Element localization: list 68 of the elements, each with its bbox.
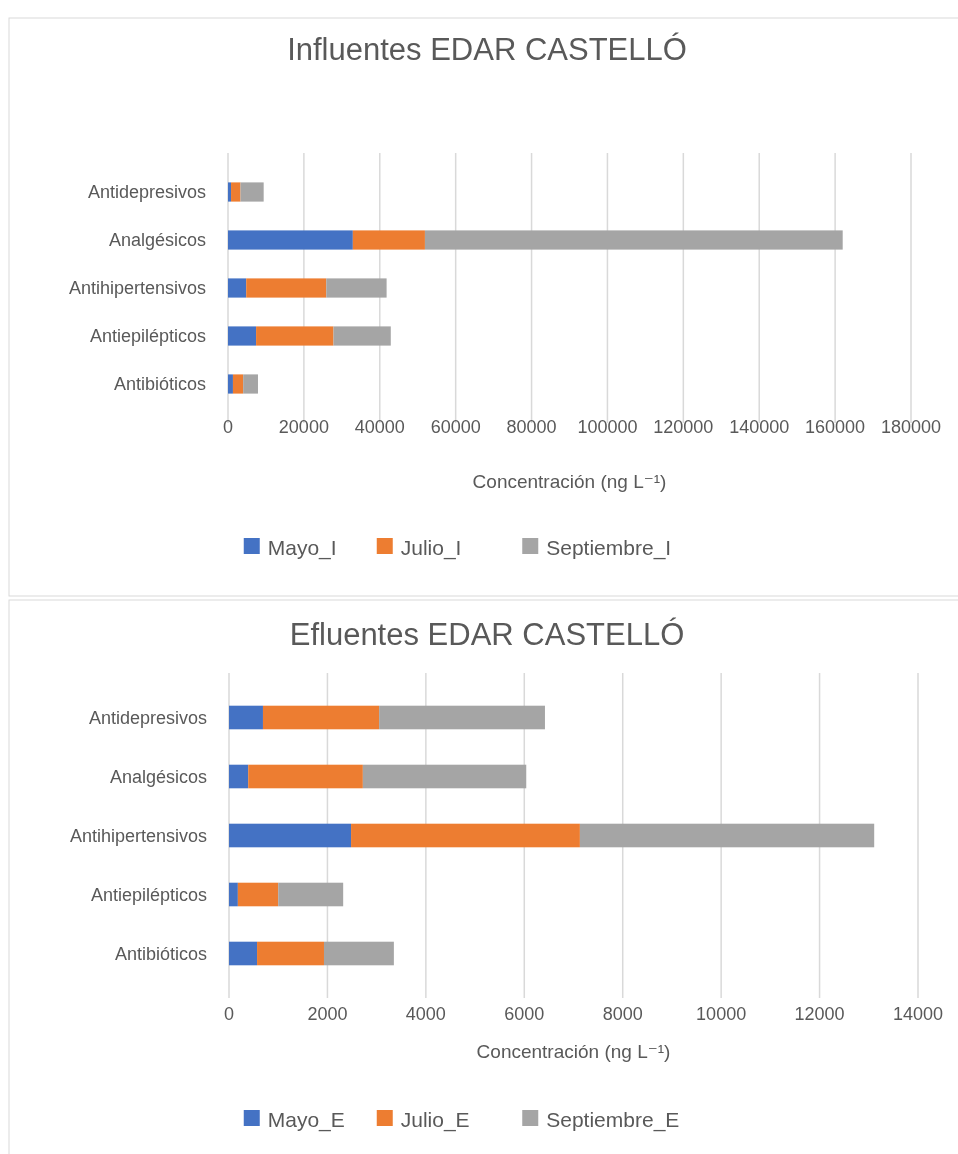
bar — [229, 705, 263, 730]
bar — [362, 764, 527, 789]
bar — [228, 278, 247, 298]
legend-label: Septiembre_E — [546, 1108, 680, 1133]
bar — [228, 182, 232, 202]
x-tick-label: 4000 — [405, 1004, 446, 1024]
bar — [352, 230, 425, 250]
bar — [256, 326, 334, 346]
y-tick-label: Antihipertensivos — [68, 278, 206, 299]
legend-label: Julio_E — [400, 1108, 470, 1133]
y-tick-label: Antiepilépticos — [89, 326, 206, 347]
legend-label: Mayo_E — [267, 1108, 345, 1133]
x-tick-label: 20000 — [278, 417, 329, 437]
chart-title: Efluentes EDAR CASTELLÓ — [289, 617, 685, 652]
bar — [579, 823, 875, 848]
y-tick-label: Analgésicos — [108, 230, 206, 251]
x-tick-label: 0 — [223, 1004, 235, 1024]
bar — [246, 278, 327, 298]
x-tick-label: 6000 — [504, 1004, 545, 1024]
bar — [229, 882, 238, 907]
x-tick-label: 0 — [222, 417, 234, 437]
legend-label: Septiembre_I — [546, 536, 672, 561]
x-tick-label: 160000 — [805, 417, 866, 437]
bar — [229, 764, 249, 789]
y-tick-label: Antidepresivos — [88, 707, 207, 728]
x-tick-label: 40000 — [354, 417, 405, 437]
bar — [228, 230, 353, 250]
bar — [278, 882, 344, 907]
x-tick-label: 140000 — [729, 417, 790, 437]
x-tick-label: 80000 — [506, 417, 557, 437]
bar — [257, 941, 324, 966]
y-tick-label: Antihipertensivos — [69, 825, 207, 846]
bar — [229, 823, 352, 848]
bar — [228, 374, 233, 394]
x-axis-title: Concentración (ng L⁻¹) — [472, 471, 667, 492]
x-tick-label: 14000 — [892, 1004, 944, 1024]
y-tick-label: Antibióticos — [113, 374, 206, 395]
y-tick-label: Antibióticos — [114, 943, 207, 964]
legend-label: Julio_I — [400, 536, 462, 561]
bar — [229, 941, 258, 966]
y-tick-label: Analgésicos — [109, 766, 207, 787]
bar — [326, 278, 387, 298]
bar — [228, 326, 257, 346]
legend-label: Mayo_I — [267, 536, 337, 561]
x-tick-label: 100000 — [577, 417, 638, 437]
chart-title: Influentes EDAR CASTELLÓ — [287, 32, 687, 67]
y-tick-label: Antidepresivos — [87, 182, 206, 203]
x-tick-label: 8000 — [602, 1004, 643, 1024]
bar — [240, 182, 264, 202]
bar — [243, 374, 258, 394]
x-tick-label: 10000 — [696, 1004, 747, 1024]
x-tick-label: 120000 — [653, 417, 714, 437]
bar — [231, 182, 241, 202]
x-axis-title: Concentración (ng L⁻¹) — [476, 1041, 671, 1062]
bar — [262, 705, 380, 730]
bar — [232, 374, 244, 394]
bar — [351, 823, 580, 848]
x-tick-label: 180000 — [880, 417, 942, 437]
bar — [248, 764, 363, 789]
bar — [379, 705, 545, 730]
x-tick-label: 2000 — [307, 1004, 348, 1024]
x-tick-label: 12000 — [794, 1004, 845, 1024]
y-tick-label: Antiepilépticos — [90, 884, 207, 905]
bar — [333, 326, 391, 346]
x-tick-label: 60000 — [430, 417, 481, 437]
bar — [424, 230, 843, 250]
bar — [237, 882, 279, 907]
bar — [323, 941, 394, 966]
